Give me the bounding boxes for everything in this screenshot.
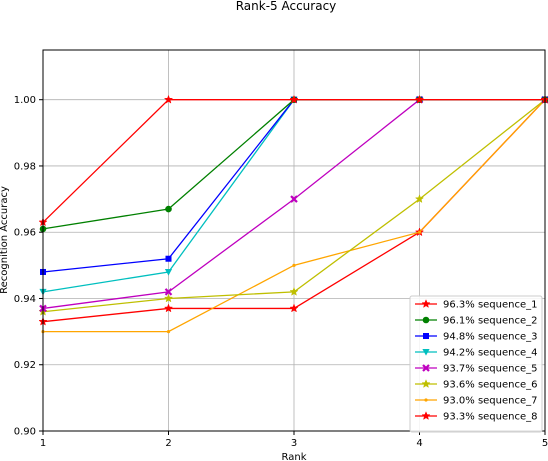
y-tick-label: 0.90 [14,427,36,438]
legend-box [409,295,543,433]
data-point [166,330,171,334]
legend-label: 96.1% sequence_2 [443,316,538,327]
legend-item: 93.6% sequence_6 [415,379,538,391]
legend-marker [421,379,431,388]
x-tick-label: 5 [542,438,548,449]
series-layer [38,94,548,334]
legend-label: 93.3% sequence_8 [443,412,538,423]
data-point [289,286,299,296]
y-axis: 0.90 0.92 0.94 0.96 0.98 1.00 [14,95,43,438]
x-tick-label: 3 [291,438,297,449]
legend-label: 93.0% sequence_7 [443,396,538,407]
x-axis: 1 2 3 4 5 [40,431,548,449]
data-point [417,230,422,234]
legend-label: 93.7% sequence_5 [443,364,538,375]
data-point [163,293,174,303]
legend-item: 96.1% sequence_2 [415,316,538,327]
y-tick-label: 0.94 [14,294,36,305]
series-6 [38,94,548,316]
data-point [164,268,173,276]
data-point [164,288,173,296]
legend-label: 93.6% sequence_6 [443,380,538,391]
legend-marker [422,364,430,372]
y-axis-label: Recognition Accuracy [0,186,10,294]
data-point [292,263,296,267]
legend-label: 94.2% sequence_4 [443,348,538,359]
legend-label: 96.3% sequence_1 [443,300,538,311]
legend-item: 93.3% sequence_8 [415,411,538,423]
legend-marker-stroke [422,364,430,372]
data-point [165,255,172,262]
legend: 96.3% sequence_1 96.1% sequence_2 94.8% se… [409,295,543,433]
y-tick-label: 0.92 [14,360,36,371]
data-point [165,205,172,213]
x-tick-label: 2 [165,438,171,449]
legend-item: 94.2% sequence_4 [415,348,538,359]
x-tick-label: 1 [40,438,46,449]
legend-item: 93.0% sequence_7 [415,396,538,407]
legend-item: 93.7% sequence_5 [415,364,538,375]
series-1 [38,94,548,227]
legend-marker [422,316,430,324]
legend-label: 94.8% sequence_3 [443,332,538,343]
data-point-stroke [164,288,173,296]
legend-marker [423,333,429,339]
data-point [289,94,299,104]
y-tick-label: 0.96 [14,228,36,239]
data-point [289,303,299,313]
legend-marker [421,299,431,308]
series-7 [41,98,547,334]
y-tick-label: 1.00 [14,95,36,106]
legend-item: 94.8% sequence_3 [415,332,538,343]
legend-marker [424,398,428,402]
data-point [163,303,174,313]
x-tick-label: 4 [416,438,422,449]
data-point [290,195,298,203]
data-point [163,94,174,104]
legend-marker [421,411,431,420]
chart-title: Rank-5 Accuracy [236,0,337,13]
y-tick-label: 0.98 [14,161,36,172]
legend-item: 96.3% sequence_1 [415,299,538,311]
data-point-stroke [290,195,298,203]
data-point [414,94,425,104]
x-axis-label: Rank [282,452,307,461]
legend-marker [422,349,430,356]
data-point [414,194,425,204]
